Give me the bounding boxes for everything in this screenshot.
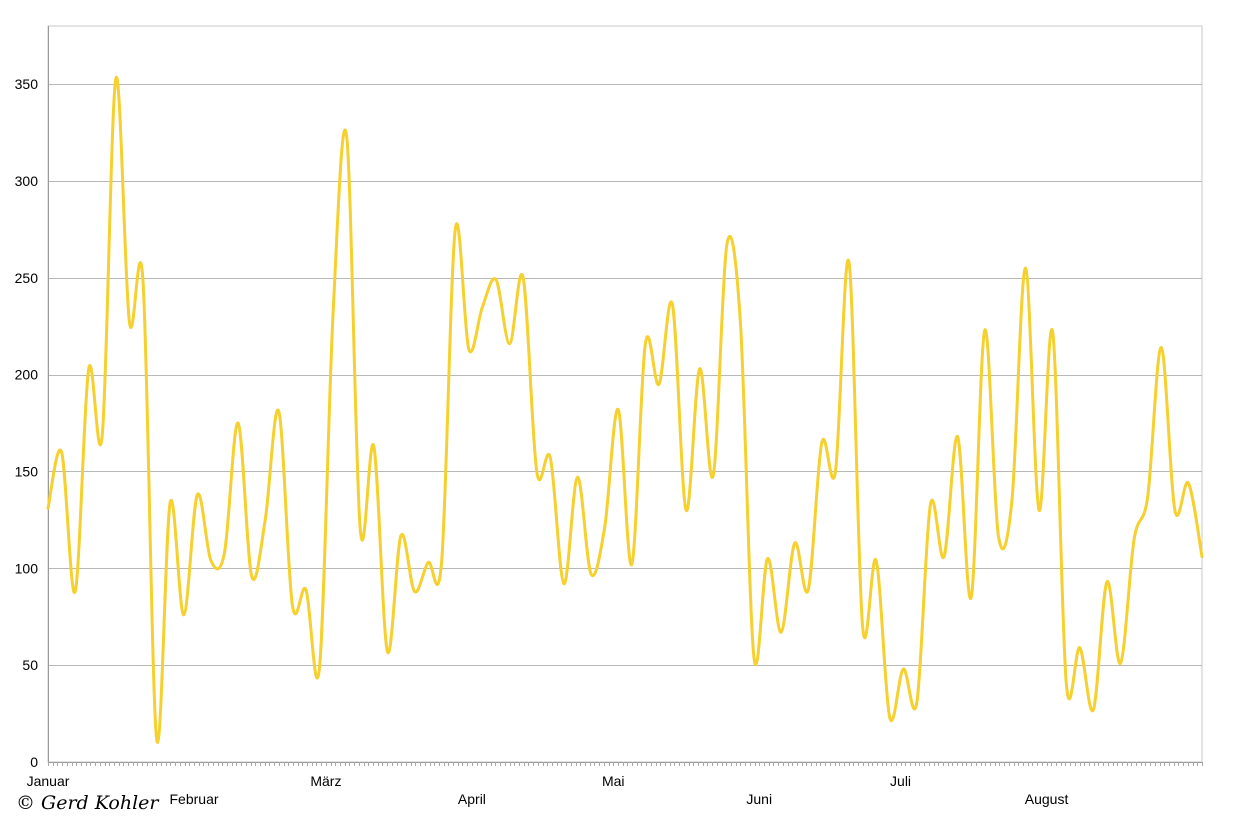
y-tick-label: 300: [15, 173, 39, 189]
y-tick-label: 200: [15, 367, 39, 383]
x-axis-tick-marks: [48, 762, 1203, 766]
x-month-label: März: [310, 773, 341, 789]
y-tick-label: 0: [30, 754, 38, 770]
y-tick-label: 150: [15, 463, 39, 479]
y-tick-label: 50: [22, 657, 38, 673]
x-month-label: August: [1025, 791, 1069, 807]
x-month-label: Juni: [746, 791, 772, 807]
x-month-label: Januar: [27, 773, 70, 789]
axes: [48, 26, 1202, 763]
x-axis-month-labels: Januar Februar März April Mai Juni Juli August: [27, 773, 1069, 807]
copyright-notice: © Gerd Kohler: [16, 792, 159, 814]
x-month-label: Juli: [890, 773, 911, 789]
series-lines: [46, 75, 1204, 744]
y-tick-label: 350: [15, 76, 39, 92]
x-month-label: Mai: [602, 773, 625, 789]
series-line: [46, 75, 1204, 744]
y-tick-label: 100: [15, 560, 39, 576]
y-tick-label: 250: [15, 270, 39, 286]
y-axis-tick-labels: 0 50 100 150 200 250 300 350: [15, 76, 39, 770]
gridlines: [47, 25, 1203, 763]
x-month-label: April: [458, 791, 486, 807]
plot-frame: [47, 25, 1203, 763]
x-month-label: Februar: [170, 791, 219, 807]
